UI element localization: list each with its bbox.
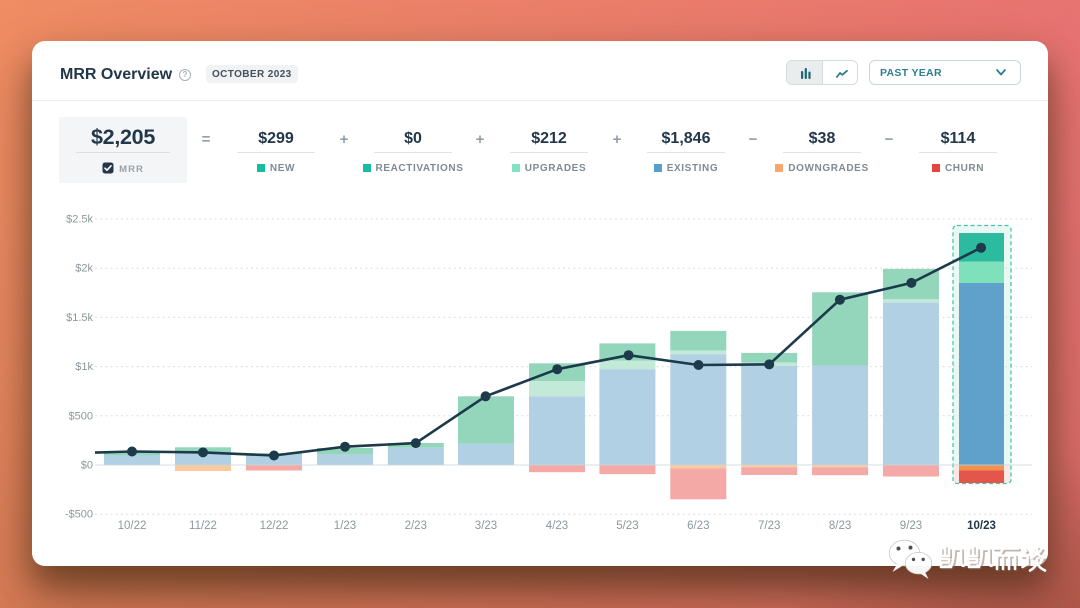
- svg-text:$0: $0: [81, 460, 93, 472]
- svg-text:10/22: 10/22: [118, 520, 147, 532]
- svg-text:6/23: 6/23: [687, 520, 709, 532]
- svg-text:11/22: 11/22: [189, 520, 217, 532]
- svg-text:2/23: 2/23: [405, 520, 427, 532]
- svg-text:5/23: 5/23: [616, 520, 638, 532]
- svg-text:-$500: -$500: [65, 509, 93, 521]
- svg-text:7/23: 7/23: [758, 520, 780, 532]
- svg-text:$1.5k: $1.5k: [66, 312, 93, 324]
- svg-text:9/23: 9/23: [900, 520, 922, 532]
- svg-text:8/23: 8/23: [829, 520, 851, 532]
- svg-text:$2k: $2k: [75, 263, 93, 275]
- svg-text:10/23: 10/23: [967, 520, 996, 532]
- svg-text:$500: $500: [69, 410, 93, 422]
- svg-text:$1k: $1k: [75, 361, 93, 373]
- svg-text:12/22: 12/22: [260, 520, 289, 532]
- svg-text:3/23: 3/23: [475, 520, 497, 532]
- svg-text:1/23: 1/23: [334, 520, 356, 532]
- svg-text:$2.5k: $2.5k: [66, 214, 93, 226]
- svg-text:4/23: 4/23: [546, 520, 568, 532]
